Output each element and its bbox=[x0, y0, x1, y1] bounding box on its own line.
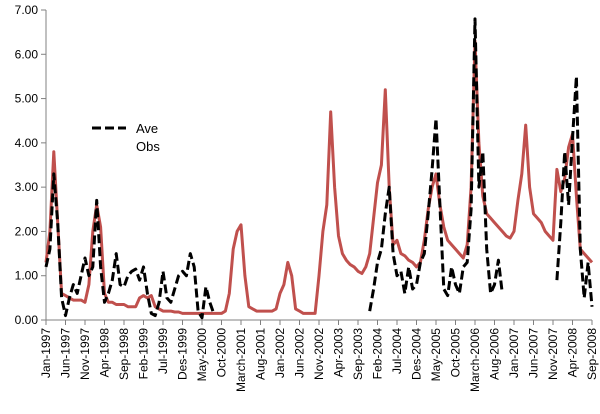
x-tick-label: Sep-2003 bbox=[351, 328, 365, 380]
x-tick-label: Oct-2000 bbox=[215, 328, 229, 378]
y-tick-label: 5.00 bbox=[15, 92, 39, 106]
x-tick-label: Aug-2001 bbox=[254, 328, 268, 380]
x-tick-label: May-2000 bbox=[195, 328, 209, 382]
x-tick-label: Nov-2007 bbox=[546, 328, 560, 380]
legend-label-obs: Obs bbox=[136, 139, 160, 154]
x-tick-label: Jun-2002 bbox=[293, 328, 307, 378]
x-tick-label: March-2001 bbox=[234, 328, 248, 392]
x-tick-label: Nov-2002 bbox=[312, 328, 326, 380]
y-tick-label: 7.00 bbox=[15, 3, 39, 17]
x-tick-label: Apr-1998 bbox=[98, 328, 112, 378]
x-tick-label: Jan-1997 bbox=[39, 328, 53, 378]
x-tick-label: Jul-1999 bbox=[156, 328, 170, 374]
x-tick-label: Feb-1999 bbox=[137, 328, 151, 380]
series-line-obs bbox=[44, 39, 594, 315]
x-tick-label: Nov-1997 bbox=[78, 328, 92, 380]
x-tick-label: Aug-2006 bbox=[488, 328, 502, 380]
y-tick-label: 3.00 bbox=[15, 180, 39, 194]
y-tick-label: 1.00 bbox=[15, 269, 39, 283]
x-tick-label: Des-1999 bbox=[176, 328, 190, 380]
legend-label-ave: Ave bbox=[136, 121, 158, 136]
x-tick-label: March-2006 bbox=[468, 328, 482, 392]
x-tick-label: Jan-2002 bbox=[273, 328, 287, 378]
x-tick-label: Des-2004 bbox=[410, 328, 424, 380]
y-tick-label: 0.00 bbox=[15, 313, 39, 327]
x-tick-label: Oct-2005 bbox=[449, 328, 463, 378]
x-tick-label: May-2005 bbox=[429, 328, 443, 382]
series-line-ave bbox=[44, 17, 594, 320]
x-tick-label: Jun-2007 bbox=[527, 328, 541, 378]
x-axis: Jan-1997 Jun-1997 Nov-1997 Apr-1998 Sep-1998… bbox=[39, 319, 599, 392]
y-tick-label: 6.00 bbox=[15, 47, 39, 61]
series-area bbox=[44, 17, 594, 320]
legend: Ave Obs bbox=[92, 121, 160, 154]
y-axis: 0.00 1.00 2.00 3.00 4.00 5.00 6.00 7.00 bbox=[15, 3, 47, 327]
x-tick-label: Jun-1997 bbox=[59, 328, 73, 378]
y-tick-label: 2.00 bbox=[15, 224, 39, 238]
x-tick-label: Sep-2008 bbox=[585, 328, 599, 380]
x-tick-label: Jul-2004 bbox=[390, 328, 404, 374]
y-tick-label: 4.00 bbox=[15, 136, 39, 150]
x-tick-label: Apr-2003 bbox=[332, 328, 346, 378]
x-tick-label: Feb-2004 bbox=[371, 328, 385, 380]
x-tick-label: Jan-2007 bbox=[507, 328, 521, 378]
x-tick-label: Apr-2008 bbox=[566, 328, 580, 378]
x-tick-label: Sep-1998 bbox=[117, 328, 131, 380]
